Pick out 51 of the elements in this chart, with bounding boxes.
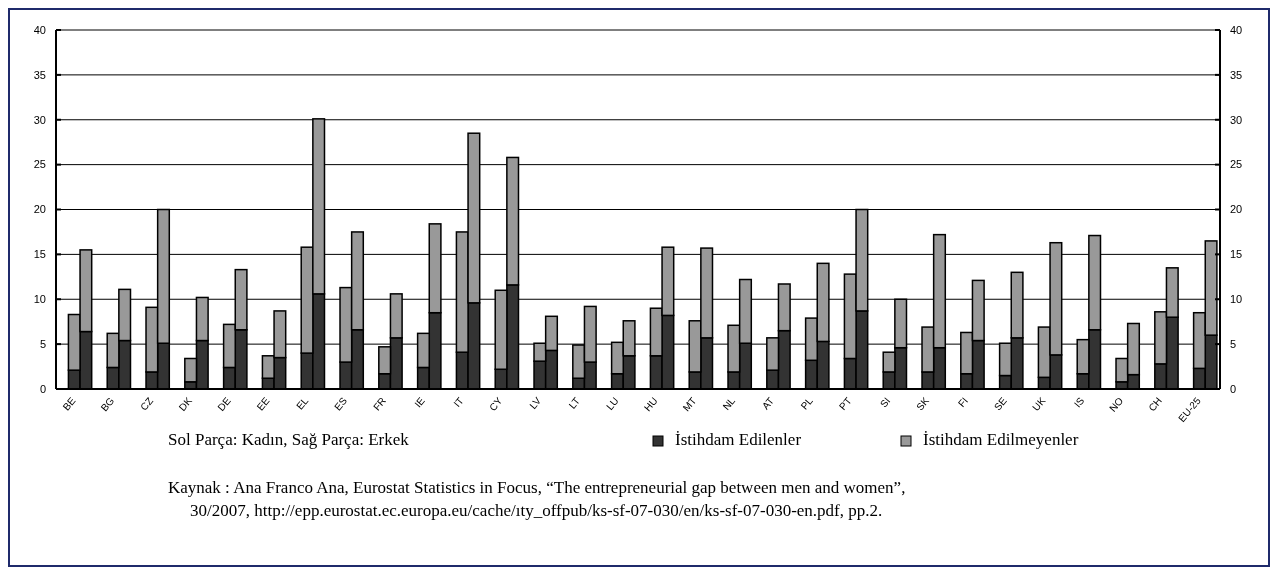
x-tick-label: LT <box>566 395 582 411</box>
y2-tick-label: 10 <box>1230 293 1243 306</box>
x-tick-label: HU <box>641 395 660 414</box>
x-tick-label: SK <box>914 394 932 413</box>
y2-tick-label: 35 <box>1230 68 1243 81</box>
x-tick-label: LU <box>604 395 621 413</box>
text: Kaynak : Ana Franco Ana, Eurostat Statistics in Focus, “The entrepreneurial gap between men and women”, 30/2007, http://epp.eurostat.ec.europa.eu/cache/ıty_offpub/ks-sf-07-030/en/ks-sf-07-030-en.pdf, pp.2. <box>168 478 906 520</box>
x-tick-label: NO <box>1107 395 1126 414</box>
y2-tick-label: 20 <box>1230 203 1243 216</box>
x-tick-label: FR <box>370 395 388 413</box>
x-tick-label: IT <box>451 395 466 410</box>
y2-tick-label: 0 <box>1230 382 1237 395</box>
x-tick-label: MT <box>680 395 699 414</box>
x-tick-label: FI <box>955 395 970 410</box>
x-tick-label: SI <box>877 395 893 410</box>
y-tick-label: 30 <box>33 113 46 126</box>
x-tick-label: CH <box>1146 395 1164 414</box>
y2-tick-label: 5 <box>1230 337 1237 350</box>
y-tick-label: 5 <box>39 337 46 350</box>
y-tick-label: 15 <box>33 248 46 261</box>
x-tick-label: CY <box>487 394 505 413</box>
x-tick-label: EE <box>254 394 272 413</box>
x-tick-label: SE <box>991 394 1009 413</box>
text: Sol Parça: Kadın, Sağ Parça: Erkek <box>168 430 410 449</box>
y-tick-label: 10 <box>33 293 46 306</box>
x-tick-label: PT <box>836 395 854 413</box>
x-tick-label: BG <box>98 395 117 414</box>
x-tick-label: IS <box>1071 394 1087 410</box>
x-tick-label: DK <box>176 394 195 413</box>
x-tick-label: ES <box>332 394 350 413</box>
x-tick-label: IE <box>412 394 427 410</box>
x-tick-label: BE <box>60 394 78 413</box>
x-tick-label: UK <box>1030 394 1048 413</box>
x-tick-label: PL <box>798 394 816 412</box>
x-tick-label: AT <box>759 395 776 412</box>
y-tick-label: 20 <box>33 203 46 216</box>
x-tick-label: DE <box>215 394 233 413</box>
x-tick-label: EL <box>294 394 311 412</box>
x-tick-label: NL <box>720 394 738 413</box>
y2-tick-label: 15 <box>1230 248 1243 261</box>
y2-tick-label: 30 <box>1230 113 1243 126</box>
x-tick-label: CZ <box>138 395 156 413</box>
x-tick-label: LV <box>527 394 544 412</box>
y-tick-label: 0 <box>39 382 46 395</box>
y2-tick-label: 25 <box>1230 158 1243 171</box>
y-tick-label: 40 <box>33 23 46 36</box>
legend-label: İstihdam Edilmeyenler <box>923 430 1079 449</box>
legend-label: İstihdam Edilenler <box>675 430 802 449</box>
y-tick-label: 25 <box>33 158 46 171</box>
y-tick-label: 35 <box>33 68 46 81</box>
y2-tick-label: 40 <box>1230 23 1243 36</box>
